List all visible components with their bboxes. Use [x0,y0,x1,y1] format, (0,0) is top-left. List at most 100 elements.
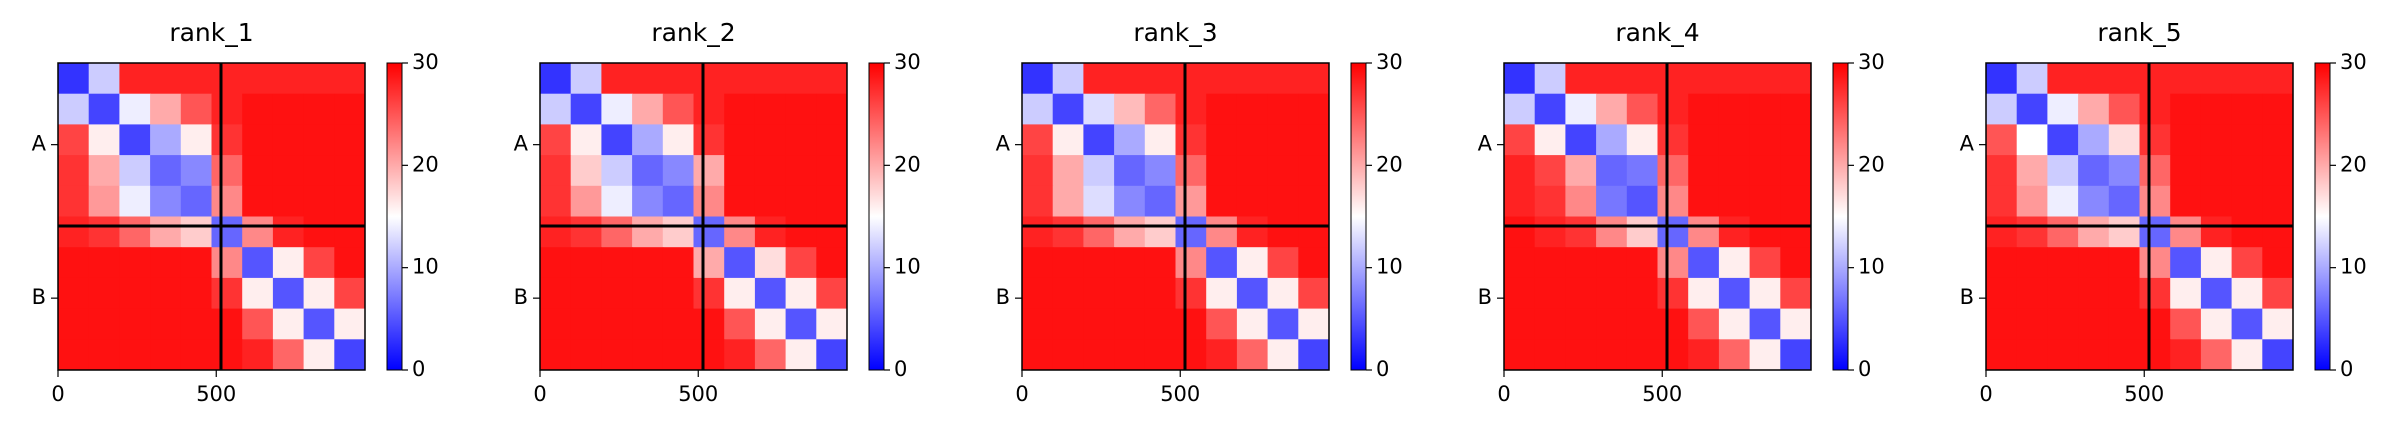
colorbar-tick-label: 20 [894,152,921,176]
heatmap-cell [1052,216,1084,248]
heatmap-cell [1534,155,1566,187]
heatmap-cell [1144,247,1176,279]
heatmap-cell [1022,124,1054,156]
heatmap-cell [2139,93,2171,125]
colorbar-tick-label: 20 [1376,152,1403,176]
heatmap-cell [1749,93,1781,125]
heatmap-cell [119,124,151,156]
heatmap-cell [88,308,120,340]
x-tick-label: 0 [533,382,546,406]
heatmap-cell [1206,63,1238,95]
heatmap-cell [1298,63,1330,95]
heatmap-cell [1022,216,1054,248]
heatmap-cell [1688,63,1720,95]
heatmap-cell [88,185,120,217]
heatmap-cell [693,124,725,156]
heatmap-cell [2139,185,2171,217]
heatmap-cell [334,247,366,279]
heatmap-cell [570,185,602,217]
heatmap-cell [2170,277,2202,310]
heatmap-cell [1206,247,1238,279]
heatmap-cell [1596,216,1628,248]
heatmap-cell [150,185,182,217]
heatmap-cell [1144,216,1176,248]
heatmap-cell [2139,63,2171,95]
heatmap-cell [2231,124,2263,156]
heatmap-cell [272,339,305,371]
heatmap-cell [2139,308,2171,340]
heatmap-cell [2262,93,2294,125]
heatmap-cell [2200,124,2233,156]
heatmap-cell [1596,308,1628,340]
heatmap-cell [1780,308,1812,340]
heatmap-cell [785,277,817,310]
heatmap-cell [601,185,633,217]
heatmap-cell [2231,93,2263,125]
heatmap-cell [2139,155,2171,187]
heatmap-cell [1534,124,1566,156]
heatmap-cell [1052,63,1084,95]
heatmap-cell [2016,124,2048,156]
heatmap-cell [1986,63,2018,95]
x-tick-label: 0 [1015,382,1028,406]
heatmap-cell [1626,277,1658,310]
heatmap-cell [724,308,756,340]
heatmap-cell [693,216,725,248]
heatmap-cell [540,155,572,187]
heatmap-cell [1534,93,1566,125]
heatmap-cell [2108,339,2140,371]
y-tick-label: A [996,132,1011,156]
heatmap-cell [334,308,366,340]
heatmap-cell [88,63,120,95]
heatmap-cell [1780,339,1812,371]
heatmap-cell [2078,185,2110,217]
heatmap-cell [2262,124,2294,156]
heatmap-cell [724,93,756,125]
heatmap-cell [662,277,694,310]
heatmap-cell [693,155,725,187]
heatmap-cell [1626,63,1658,95]
heatmap-cell [724,277,756,310]
heatmap-cell [2108,247,2140,279]
x-tick-label: 0 [1979,382,1992,406]
y-tick-label: B [996,285,1010,309]
heatmap-cell [2231,216,2263,248]
heatmap-cell [1298,308,1330,340]
colorbar-tick-label: 30 [412,50,439,74]
heatmap-cell [1534,63,1566,95]
heatmap-cell [1565,277,1597,310]
heatmap-cell [1175,277,1207,310]
heatmap-cell [211,93,243,125]
heatmap-cell [180,93,212,125]
heatmap-cell [1175,155,1207,187]
heatmap-cell [211,308,243,340]
heatmap-cell [754,185,787,217]
heatmap-cell [1267,308,1299,340]
heatmap-cell [1596,277,1628,310]
heatmap-cell [632,185,664,217]
heatmap-cell [570,216,602,248]
heatmap-cell [1626,339,1658,371]
heatmap-cell [180,216,212,248]
heatmap-cell [785,185,817,217]
heatmap-cell [2170,216,2202,248]
heatmap-cell [601,216,633,248]
heatmap-cell [2200,155,2233,187]
heatmap-cell [785,216,817,248]
heatmap-cell [1657,247,1689,279]
heatmap-cell [272,185,305,217]
heatmap-cell [693,93,725,125]
heatmap-cell [1718,277,1751,310]
heatmap-cell [1236,247,1269,279]
heatmap-cell [334,216,366,248]
y-tick-label: B [32,285,46,309]
heatmap-cell [724,247,756,279]
heatmap-cell [119,277,151,310]
x-tick-label: 0 [1497,382,1510,406]
heatmap-cell [540,277,572,310]
heatmap-cell [58,247,90,279]
heatmap-cell [2016,93,2048,125]
heatmap-cell [693,308,725,340]
heatmap-cell [1175,308,1207,340]
heatmap-cell [1052,155,1084,187]
